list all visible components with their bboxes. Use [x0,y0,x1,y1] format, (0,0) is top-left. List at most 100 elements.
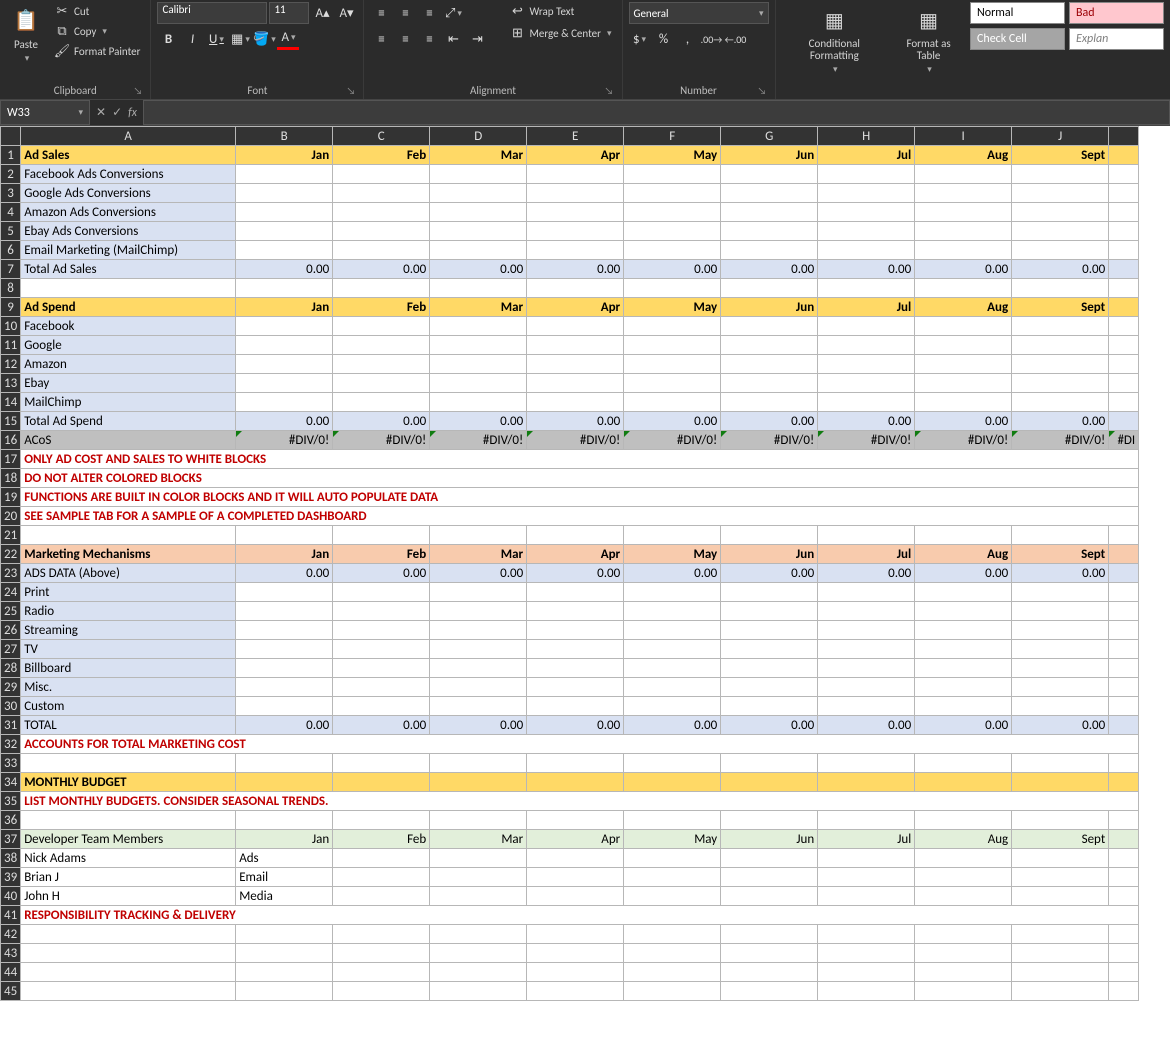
column-header[interactable]: G [721,127,818,146]
cell[interactable] [1109,203,1139,222]
cell[interactable] [721,317,818,336]
column-header[interactable]: B [236,127,333,146]
cell[interactable] [333,678,430,697]
cell[interactable] [527,773,624,792]
cell[interactable] [818,374,915,393]
cell[interactable] [915,393,1012,412]
italic-button[interactable]: I [181,28,203,50]
cell[interactable] [333,640,430,659]
select-all-corner[interactable] [1,127,21,146]
conditional-formatting-button[interactable]: ▦ Conditional Formatting ▾ [782,2,888,77]
cell[interactable] [430,222,527,241]
column-header[interactable]: A [21,127,236,146]
cell[interactable] [527,374,624,393]
column-header[interactable]: J [1012,127,1109,146]
cell[interactable]: 0.00 [721,260,818,279]
cell[interactable] [1109,925,1139,944]
cell[interactable]: Jun [721,146,818,165]
cell[interactable] [721,583,818,602]
row-header[interactable]: 25 [1,602,21,621]
cell[interactable]: 0.00 [430,564,527,583]
cell[interactable] [624,621,721,640]
cell[interactable] [1012,640,1109,659]
row-header[interactable]: 35 [1,792,21,811]
cell[interactable] [1012,165,1109,184]
row-header[interactable]: 1 [1,146,21,165]
fx-icon[interactable]: fx [128,106,137,120]
cell[interactable] [624,678,721,697]
cell[interactable] [527,393,624,412]
cell[interactable]: ACCOUNTS FOR TOTAL MARKETING COST [21,735,1139,754]
cell[interactable]: 0.00 [430,412,527,431]
cell[interactable] [333,165,430,184]
cell[interactable] [527,583,624,602]
underline-button[interactable]: U▾ [205,28,227,50]
cell[interactable] [236,982,333,1001]
cell[interactable] [624,526,721,545]
cell[interactable] [624,754,721,773]
cell[interactable] [624,659,721,678]
cell[interactable] [527,754,624,773]
cell[interactable] [1109,279,1139,298]
row-header[interactable]: 41 [1,906,21,925]
cell[interactable] [818,583,915,602]
copy-button[interactable]: ⧉ Copy ▾ [50,22,144,40]
cancel-formula-icon[interactable]: ✕ [96,105,106,120]
cell[interactable] [430,317,527,336]
cell[interactable] [1012,944,1109,963]
cell[interactable] [1012,621,1109,640]
cell[interactable]: Amazon Ads Conversions [21,203,236,222]
cell[interactable] [818,944,915,963]
row-header[interactable]: 30 [1,697,21,716]
cell[interactable]: Aug [915,545,1012,564]
format-painter-button[interactable]: 🖌 Format Painter [50,42,144,60]
cell[interactable] [818,241,915,260]
column-header[interactable] [1109,127,1139,146]
font-name-select[interactable]: Calibri [157,2,267,24]
cell[interactable]: MailChimp [21,393,236,412]
cell[interactable] [430,811,527,830]
cell[interactable] [430,925,527,944]
cell[interactable] [527,165,624,184]
cell[interactable] [818,526,915,545]
cell[interactable] [236,526,333,545]
cell[interactable] [1012,982,1109,1001]
row-header[interactable]: 45 [1,982,21,1001]
row-header[interactable]: 37 [1,830,21,849]
cell[interactable]: 0.00 [527,260,624,279]
cell[interactable] [236,222,333,241]
cell[interactable]: Sept [1012,830,1109,849]
cell[interactable] [527,659,624,678]
cell[interactable]: Sept [1012,545,1109,564]
row-header[interactable]: 24 [1,583,21,602]
cell[interactable]: 0.00 [333,412,430,431]
cell[interactable]: 0.00 [527,716,624,735]
cell[interactable] [430,697,527,716]
cell[interactable]: Facebook [21,317,236,336]
cell[interactable] [236,944,333,963]
cell[interactable] [430,355,527,374]
cell[interactable]: Ebay [21,374,236,393]
cell[interactable]: Billboard [21,659,236,678]
cell[interactable] [1012,393,1109,412]
cell[interactable] [915,336,1012,355]
cell[interactable] [818,982,915,1001]
cell[interactable]: Jun [721,830,818,849]
format-as-table-button[interactable]: ▦ Format as Table ▾ [891,2,966,77]
align-middle-button[interactable]: ≡ [394,2,416,24]
cell[interactable] [1012,336,1109,355]
cell[interactable]: Jan [236,298,333,317]
cell[interactable]: DO NOT ALTER COLORED BLOCKS [21,469,1139,488]
cell[interactable]: Media [236,887,333,906]
cell[interactable] [236,317,333,336]
cell[interactable] [1109,754,1139,773]
cell[interactable] [1012,773,1109,792]
cell[interactable]: Misc. [21,678,236,697]
cell[interactable] [1012,754,1109,773]
cell[interactable] [1109,165,1139,184]
cell[interactable] [527,868,624,887]
cell[interactable] [21,811,236,830]
cell[interactable] [1109,678,1139,697]
cell[interactable] [915,355,1012,374]
cell[interactable] [527,203,624,222]
